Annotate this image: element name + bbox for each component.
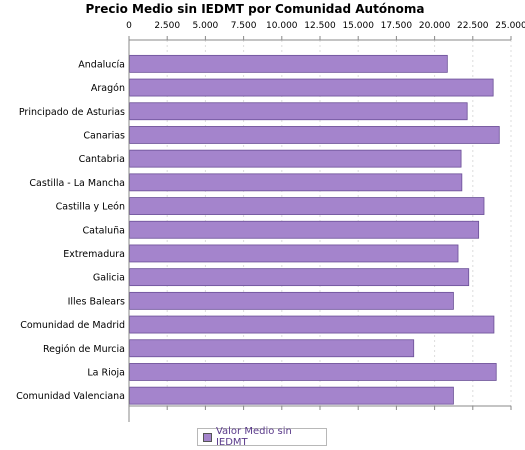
bar xyxy=(129,339,415,358)
category-label: La Rioja xyxy=(87,367,125,378)
x-tick-label: 2.500 xyxy=(154,21,180,31)
category-label: Galicia xyxy=(93,273,125,284)
bar xyxy=(129,149,462,168)
x-tick-label: 17.500 xyxy=(381,21,413,31)
x-tick-label: 5.000 xyxy=(193,21,219,31)
category-labels: Andalucía Aragón Principado de Asturias Can… xyxy=(16,59,125,402)
legend-label: Valor Medio sin IEDMT xyxy=(215,426,292,448)
bar xyxy=(129,197,485,215)
x-tick-label: 12.500 xyxy=(304,21,336,31)
category-label: Región de Murcia xyxy=(43,344,125,355)
x-tick-label: 15.000 xyxy=(342,21,374,31)
category-label: Illes Balears xyxy=(68,296,125,307)
x-tick-label: 7.500 xyxy=(231,21,257,31)
category-label: Extremadura xyxy=(63,249,125,260)
category-label: Castilla - La Mancha xyxy=(29,178,125,189)
bar xyxy=(129,363,497,381)
category-label: Andalucía xyxy=(78,59,125,70)
bar xyxy=(129,102,468,121)
bar xyxy=(129,386,454,405)
category-label: Comunidad de Madrid xyxy=(20,320,125,331)
bar xyxy=(129,173,463,192)
bar xyxy=(129,315,495,334)
x-tick-label: 10.000 xyxy=(266,21,298,31)
category-label: Castilla y León xyxy=(56,202,125,213)
bar xyxy=(129,291,454,310)
bar xyxy=(129,220,480,239)
x-tick-label: 20.000 xyxy=(419,21,451,31)
x-tick-label: 22.500 xyxy=(457,21,489,31)
bar xyxy=(129,78,494,97)
category-label: Cantabria xyxy=(79,154,125,165)
bar xyxy=(129,126,500,144)
bar xyxy=(129,268,470,287)
x-tick-label: 0 xyxy=(126,21,132,31)
category-label: Cataluña xyxy=(82,225,125,236)
category-label: Comunidad Valenciana xyxy=(16,391,125,402)
category-label: Aragón xyxy=(91,83,125,94)
x-tick-label: 25.000 xyxy=(495,21,525,31)
x-axis-ticks: 0 2.500 5.000 7.500 10.000 12.500 15.000 17.500… xyxy=(126,21,525,410)
bar xyxy=(129,54,448,73)
category-label: Principado de Asturias xyxy=(19,107,125,118)
bar xyxy=(129,244,459,263)
chart-title: Precio Medio sin IEDMT por Comunidad Aut… xyxy=(85,2,425,16)
legend-swatch xyxy=(203,432,212,442)
bars xyxy=(129,54,500,405)
legend: Valor Medio sin IEDMT xyxy=(197,426,327,448)
category-label: Canarias xyxy=(83,130,125,141)
